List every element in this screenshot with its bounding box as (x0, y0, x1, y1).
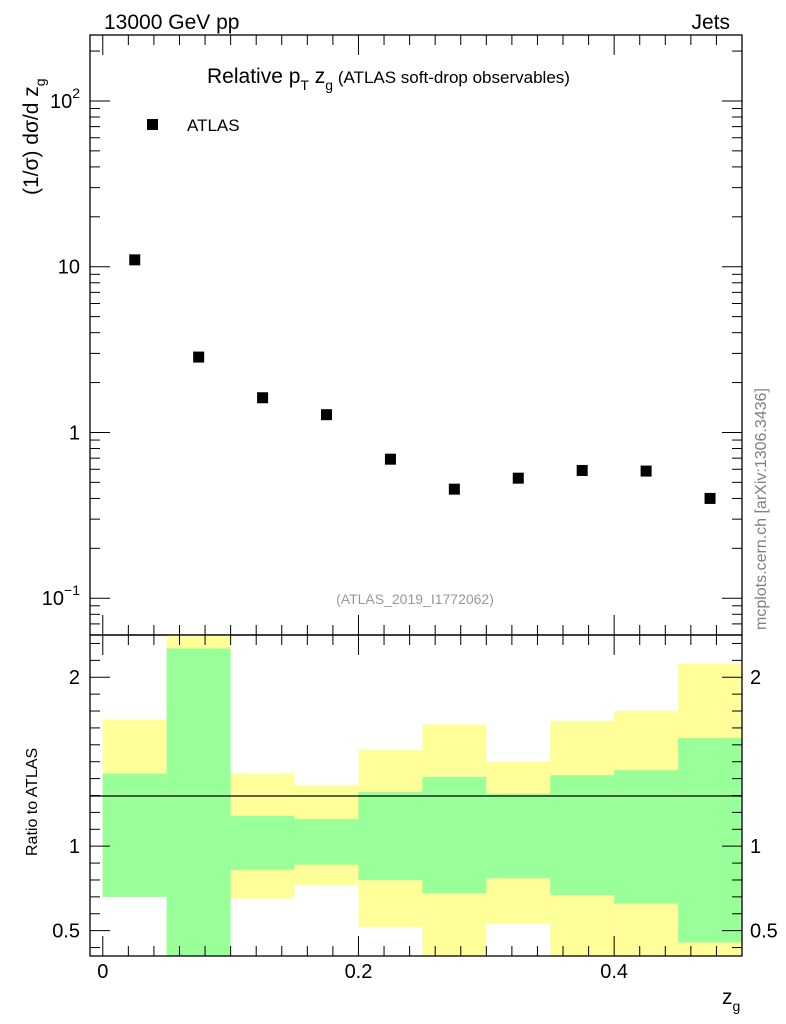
ratio-y-axis-label: Ratio to ATLAS (24, 748, 41, 856)
band-green-bin-0 (102, 773, 167, 897)
data-point-3 (321, 409, 333, 421)
y-tick-label-3: 10−1 (42, 582, 80, 610)
band-green-bin-9 (678, 738, 742, 943)
header-right: Jets (691, 11, 730, 34)
y-axis-label-sub: g (32, 78, 48, 86)
band-green-bin-7 (550, 775, 615, 896)
ratio-y-tick-label-left-2: 0.5 (52, 921, 80, 943)
ratio-y-tick-label-left-1: 1 (69, 836, 80, 858)
band-green-bin-6 (486, 793, 551, 879)
y-tick-base: 10 (50, 91, 72, 113)
side-label: mcplots.cern.ch [arXiv:1306.3436] (753, 388, 770, 630)
ratio-plot-ticks: 0 0.2 0.4 2 2 1 1 0.5 0.5 (52, 635, 778, 983)
analysis-tag: (ATLAS_2019_I1772062) (336, 591, 494, 607)
x-tick-label-2: 0.4 (600, 961, 628, 983)
x-axis-label-sub: g (733, 998, 741, 1014)
y-tick-base: 10 (42, 588, 64, 610)
band-green-bin-3 (294, 819, 359, 865)
y-tick-label-0: 102 (50, 85, 80, 113)
main-plot-marks (129, 254, 716, 504)
band-green-bin-5 (422, 776, 487, 894)
y-axis-label-main: (1/σ) dσ/d zg (20, 78, 48, 195)
data-point-1 (193, 351, 205, 363)
y-tick-base: 10 (58, 257, 80, 279)
x-axis-label-text: z (722, 986, 733, 1009)
data-point-0 (129, 254, 141, 266)
plot-title-sub-t: T (300, 77, 309, 93)
y-tick-base: 1 (69, 422, 80, 444)
plot-title-sub-g: g (325, 77, 333, 93)
data-point-6 (512, 472, 524, 484)
plot-title: Relative pT zg (ATLAS soft-drop observab… (207, 65, 570, 93)
x-tick-label-0: 0 (97, 961, 108, 983)
plot-title-z: z (309, 65, 325, 88)
band-green-bin-2 (230, 815, 295, 870)
data-point-4 (384, 453, 396, 465)
band-green-bin-8 (614, 770, 679, 904)
x-axis-label: zg (722, 986, 740, 1014)
legend-label-atlas: ATLAS (187, 116, 240, 135)
ratio-y-tick-label-right-1: 1 (750, 836, 761, 858)
y-tick-exp: −1 (64, 582, 80, 598)
header-left: 13000 GeV pp (104, 11, 239, 34)
y-tick-label-1: 10 (58, 257, 80, 279)
data-point-2 (257, 392, 269, 404)
ratio-plot-panel: 0 0.2 0.4 2 2 1 1 0.5 0.5 Ratio to ATLAS zg (24, 634, 778, 1014)
y-tick-exp: 2 (72, 85, 80, 101)
data-point-8 (640, 465, 652, 477)
band-green-bin-4 (358, 792, 423, 880)
data-point-7 (576, 464, 588, 476)
legend-marker-atlas (147, 119, 158, 130)
plot-title-main: Relative p (207, 65, 300, 88)
x-tick-label-1: 0.2 (345, 961, 373, 983)
y-axis-label-text: (1/σ) dσ/d z (20, 86, 43, 195)
data-point-5 (448, 483, 460, 495)
ratio-y-tick-label-right-2: 0.5 (750, 921, 778, 943)
data-point-9 (704, 492, 716, 504)
y-tick-label-2: 1 (69, 422, 80, 444)
band-green-bin-1 (166, 648, 231, 956)
ratio-y-tick-label-right-0: 2 (750, 667, 761, 689)
ratio-y-tick-label-left-0: 2 (69, 667, 80, 689)
plot-title-rest: (ATLAS soft-drop observables) (333, 68, 570, 87)
